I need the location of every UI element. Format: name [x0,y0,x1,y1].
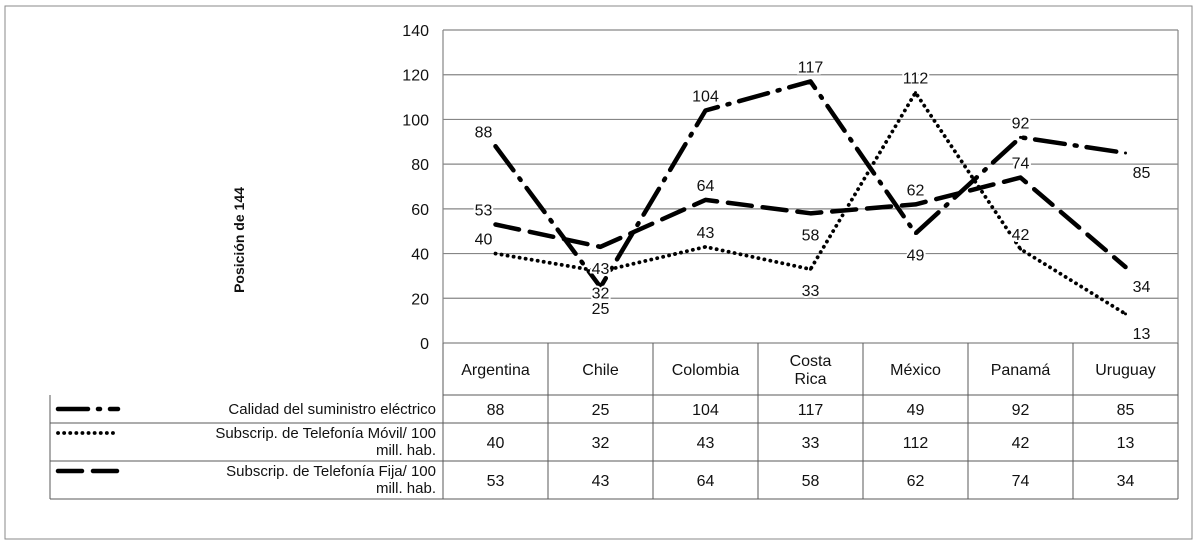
table-cell-value: 43 [592,473,610,490]
table-cell-value: 49 [907,402,925,419]
x-category-label: Chile [582,362,619,379]
data-point [704,108,707,112]
table-cell-value: 92 [1012,402,1030,419]
x-category-label: Uruguay [1095,362,1155,379]
table-cell-value: 53 [487,473,505,490]
y-tick-label: 120 [402,68,429,85]
data-label: 112 [903,71,929,88]
y-tick-label: 100 [402,112,429,129]
data-point [704,198,707,202]
x-category-label: Costa Rica [790,353,832,388]
data-label: 85 [1133,165,1151,182]
y-axis-title: Posición de 144 [231,187,247,293]
grid-layer: 0 20 40 60 80 100 120 140 [402,23,1179,353]
table-cell-value: 88 [487,402,505,419]
data-point [599,269,602,273]
data-label: 64 [697,178,715,195]
data-point [1124,265,1127,269]
data-point [914,231,917,235]
data-point [914,202,917,206]
table-cell-value: 64 [697,473,715,490]
x-category-label: Panamá [991,362,1051,379]
legend-label: Subscrip. de Telefonía Móvil/ 100 mill. h… [215,425,436,459]
data-label: 58 [802,227,820,244]
data-point [1124,151,1127,155]
data-point [809,79,812,83]
table-cell-value: 42 [1012,435,1030,452]
data-label: 25 [592,301,610,318]
table-cell-value: 33 [802,435,820,452]
data-label: 40 [475,232,493,249]
y-tick-label: 40 [411,247,429,264]
data-point [809,267,812,271]
x-category-label: México [890,362,941,379]
data-label: 88 [475,124,493,141]
data-point [704,245,707,249]
table-cell-value: 112 [903,435,929,452]
data-point [1124,312,1127,316]
table-cell-value: 104 [692,402,719,419]
data-point [1019,135,1022,139]
series-layer [493,79,1128,316]
x-category-label: Colombia [672,362,740,379]
data-label: 34 [1133,279,1151,296]
data-point [494,252,497,256]
table-cell-value: 43 [697,435,715,452]
data-label: 62 [907,182,925,199]
x-category-label: Argentina [461,362,530,379]
table-cell-value: 32 [592,435,610,452]
data-point [494,223,497,227]
data-label: 42 [1012,227,1030,244]
data-label: 92 [1012,115,1030,132]
data-point [1019,176,1022,180]
data-label: 43 [592,261,610,278]
legend-label: Calidad del suministro eléctrico [228,401,436,418]
y-tick-label: 60 [411,202,429,219]
data-label: 13 [1133,326,1151,343]
data-point [599,245,602,249]
table-cell-value: 34 [1117,473,1135,490]
table-cell-value: 40 [487,435,505,452]
table-cell-value: 117 [798,402,824,419]
data-label: 49 [907,247,925,264]
table-cell-value: 25 [592,402,610,419]
data-label: 33 [802,283,820,300]
y-tick-label: 80 [411,157,429,174]
table-cell-value: 85 [1117,402,1135,419]
y-tick-label: 20 [411,291,429,308]
data-point [599,285,602,289]
data-point [914,91,917,95]
data-label: 74 [1012,156,1030,173]
y-tick-label: 140 [402,23,429,40]
table-cell-value: 13 [1117,435,1135,452]
data-label: 53 [475,203,493,220]
data-point [809,211,812,215]
data-label: 32 [592,285,610,302]
y-tick-label: 0 [420,336,429,353]
data-label: 104 [692,88,719,105]
legend-label: Subscrip. de Telefonía Fija/ 100 mill. ha… [226,463,436,497]
table-cell-value: 58 [802,473,820,490]
data-label-layer: 88 25 104 117 49 92 85 40 32 43 33 112 42 13 53 43 64 58 6… [473,57,1153,345]
data-label: 117 [798,59,824,76]
data-table: Argentina Chile Colombia Costa Rica México Pan… [49,343,1179,500]
table-cell-value: 74 [1012,473,1030,490]
data-point [494,144,497,148]
data-point [1019,247,1022,251]
table-cell-value: 62 [907,473,925,490]
data-label: 43 [697,225,715,242]
